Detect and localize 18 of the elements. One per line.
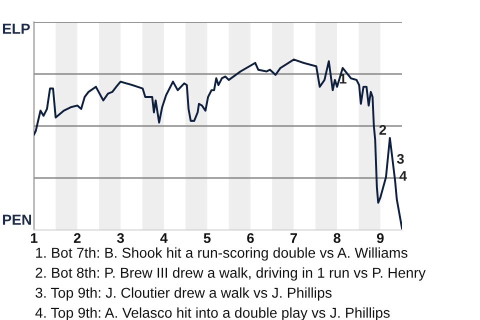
- x-tick-label: 8: [334, 233, 340, 243]
- annotation: 3: [396, 154, 404, 164]
- text: PEN: [2, 214, 32, 225]
- x-tick-label: 7: [290, 233, 298, 243]
- x-tick-label: 1: [31, 233, 38, 243]
- x-tick-label: 2: [74, 233, 81, 243]
- x-tick-label: 5: [204, 233, 211, 243]
- text: 1. Bot 7th: B. Shook hit a run-scoring double vs A. Williams: [36, 247, 408, 261]
- annotation: 1: [340, 74, 346, 84]
- text: ELP: [2, 24, 30, 34]
- annotation: 2: [379, 125, 386, 135]
- x-tick-label: 6: [247, 233, 254, 243]
- text: 3. Top 9th: J. Cloutier drew a walk vs J. Phillips: [36, 287, 332, 301]
- annotation: 4: [399, 171, 407, 181]
- x-tick-label: 9: [376, 233, 384, 243]
- text: 2. Bot 8th: P. Brew III drew a walk, driving in 1 run vs P. Henry: [36, 267, 426, 281]
- x-tick-label: 4: [160, 233, 168, 243]
- x-tick-label: 3: [117, 233, 124, 243]
